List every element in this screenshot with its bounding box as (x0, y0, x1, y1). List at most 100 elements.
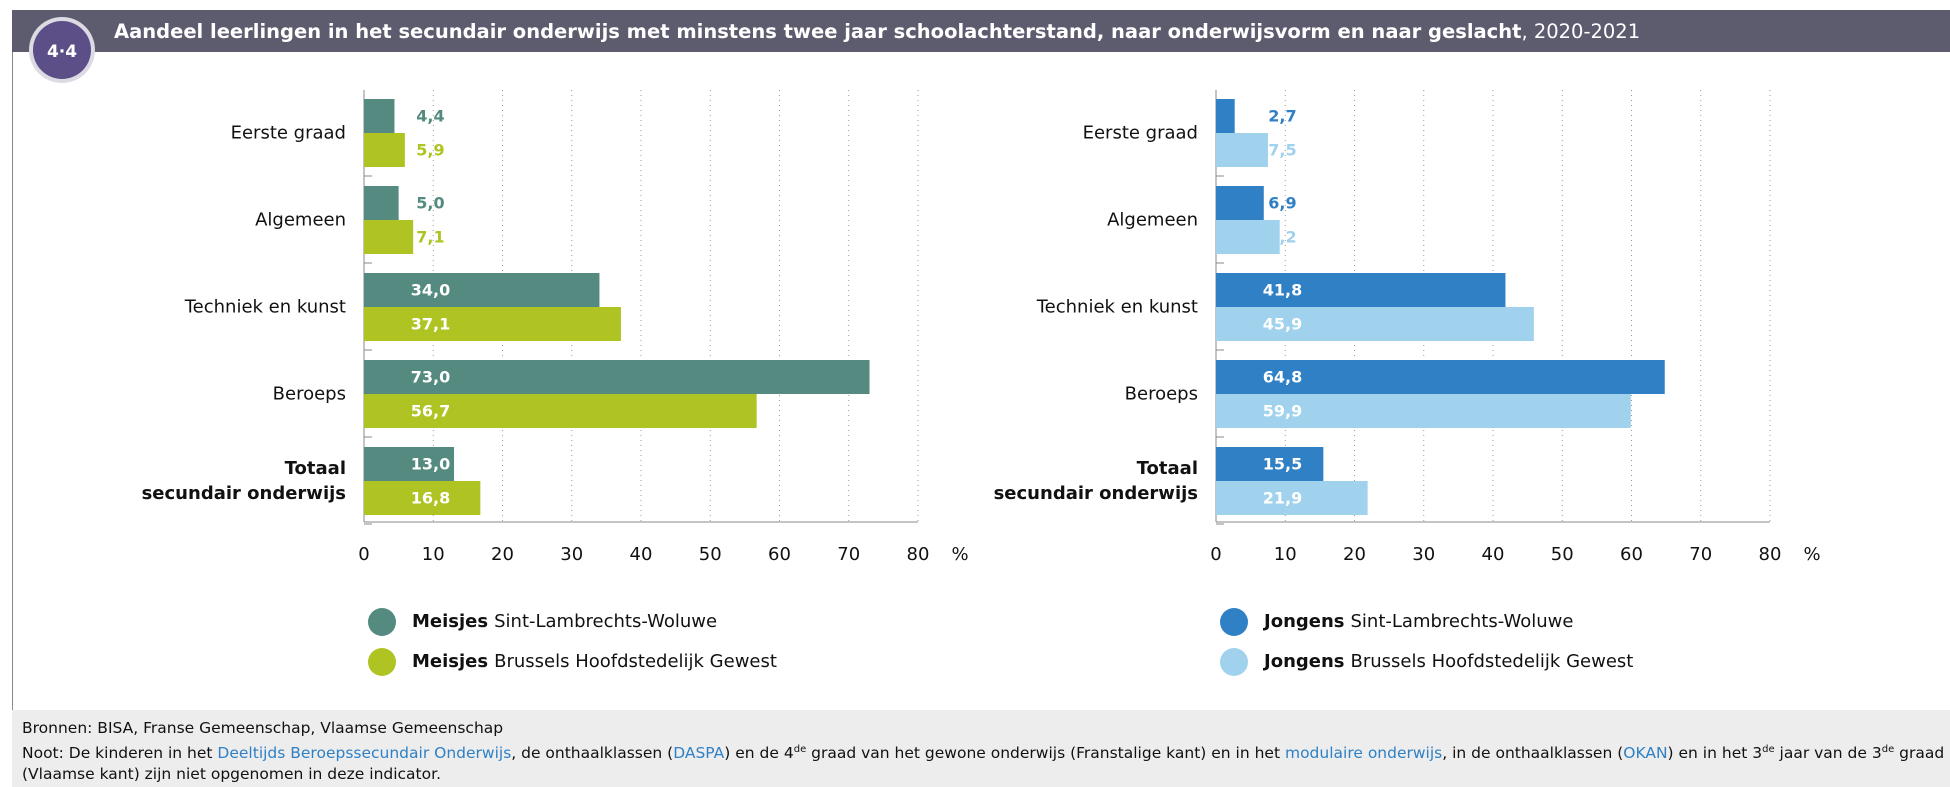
category-label: Eerste graad (230, 122, 346, 144)
x-tick-label: 30 (560, 544, 583, 565)
x-tick-label: 0 (1210, 544, 1221, 565)
category-label: Beroeps (272, 383, 346, 405)
note-text: graad (1894, 744, 1945, 763)
title-main: Aandeel leerlingen in het secundair onde… (114, 20, 1521, 43)
category-label: Beroeps (1124, 383, 1198, 405)
bar (364, 360, 870, 394)
legend-name: Sint-Lambrechts-Woluwe (1351, 611, 1574, 632)
legend-group: Meisjes (412, 611, 488, 632)
note: Noot: De kinderen in het Deeltijds Beroe… (22, 739, 1944, 764)
x-tick-label: 50 (699, 544, 722, 565)
sources: Bronnen: BISA, Franse Gemeenschap, Vlaam… (22, 719, 504, 737)
note-link: Deeltijds Beroepssecundair Onderwijs (217, 744, 512, 763)
value-label: 5,0 (416, 194, 444, 213)
legend-entry: Meisjes Brussels Hoofdstedelijk Gewest (412, 651, 777, 672)
value-label: 37,1 (411, 315, 450, 334)
bar (1216, 360, 1665, 394)
category-label: Totaal secundair onderwijs (141, 458, 346, 504)
legend-swatch (368, 608, 396, 636)
note-link: OKAN (1623, 744, 1668, 763)
legend-group: Jongens (1262, 611, 1345, 632)
header-band (12, 10, 1950, 52)
value-label: 13,0 (411, 455, 450, 474)
value-label: 7,1 (416, 228, 444, 247)
legend-swatch (368, 648, 396, 676)
value-label: 15,5 (1263, 455, 1302, 474)
bar (1216, 307, 1534, 341)
category-label: Techniek en kunst (184, 296, 346, 318)
note-text: ) en de 4 (724, 744, 794, 763)
note-text: Noot: De kinderen in het (22, 744, 218, 763)
x-tick-label: 30 (1412, 544, 1435, 565)
value-label: 73,0 (411, 368, 450, 387)
category-label: Totaal secundair onderwijs (993, 458, 1198, 504)
x-axis-label: % (951, 544, 968, 565)
x-tick-label: 70 (837, 544, 860, 565)
value-label: 5,9 (416, 141, 444, 160)
bar (1216, 481, 1368, 515)
note-line2: (Vlaamse kant) zijn niet opgenomen in de… (22, 765, 441, 784)
value-label: 34,0 (411, 281, 450, 300)
bar (1216, 133, 1268, 167)
value-label: 9,2 (1268, 228, 1296, 247)
value-label: 45,9 (1263, 315, 1302, 334)
value-label: 64,8 (1263, 368, 1302, 387)
note-sup: de (1762, 744, 1775, 755)
category-label: Eerste graad (1082, 122, 1198, 144)
legend-swatch (1220, 608, 1248, 636)
legend-swatch (1220, 648, 1248, 676)
legend-entry: Meisjes Sint-Lambrechts-Woluwe (412, 611, 717, 632)
value-label: 2,7 (1268, 107, 1296, 126)
legend-group: Jongens (1262, 651, 1345, 672)
legend-group: Meisjes (412, 651, 488, 672)
title-suffix: , 2020-2021 (1521, 20, 1640, 43)
bar (1216, 186, 1264, 220)
value-label: 56,7 (411, 402, 450, 421)
badge (33, 21, 91, 79)
note-sup: de (793, 744, 807, 755)
legend-entry: Jongens Sint-Lambrechts-Woluwe (1262, 611, 1573, 632)
note-text: , de onthaalklassen ( (511, 744, 674, 763)
bar (1216, 394, 1631, 428)
badge-label: 4·4 (47, 42, 77, 62)
x-tick-label: 10 (1274, 544, 1297, 565)
bar (364, 447, 455, 481)
legend-name: Brussels Hoofdstedelijk Gewest (494, 651, 777, 672)
value-label: 16,8 (411, 489, 450, 508)
legend-name: Sint-Lambrechts-Woluwe (494, 611, 717, 632)
footer: Bronnen: BISA, Franse Gemeenschap, Vlaam… (12, 710, 1950, 787)
bar (364, 220, 414, 254)
category-label: Algemeen (255, 209, 346, 231)
bar (364, 394, 757, 428)
bar (364, 133, 405, 167)
note-text: , in de onthaalklassen ( (1442, 744, 1624, 763)
value-label: 4,4 (416, 107, 444, 126)
x-tick-label: 60 (1620, 544, 1643, 565)
note-link: modulaire onderwijs (1284, 744, 1443, 763)
note-sup: de (1881, 744, 1895, 755)
value-label: 59,9 (1263, 402, 1302, 421)
x-tick-label: 0 (358, 544, 369, 565)
x-tick-label: 10 (422, 544, 445, 565)
note-text: graad van het gewone onderwijs (Franstal… (806, 744, 1285, 763)
bar (364, 99, 395, 133)
bar (1216, 273, 1506, 307)
category-label: Techniek en kunst (1036, 296, 1198, 318)
category-label: Algemeen (1107, 209, 1198, 231)
x-tick-label: 50 (1551, 544, 1574, 565)
x-tick-label: 80 (1759, 544, 1782, 565)
x-tick-label: 20 (1343, 544, 1366, 565)
value-label: 41,8 (1263, 281, 1302, 300)
note-text: jaar van de 3 (1774, 744, 1882, 763)
x-tick-label: 70 (1689, 544, 1712, 565)
x-tick-label: 20 (491, 544, 514, 565)
x-axis-label: % (1803, 544, 1820, 565)
x-tick-label: 80 (907, 544, 930, 565)
legend-name: Brussels Hoofdstedelijk Gewest (1351, 651, 1634, 672)
x-tick-label: 40 (630, 544, 653, 565)
legend-entry: Jongens Brussels Hoofdstedelijk Gewest (1262, 651, 1633, 672)
value-label: 7,5 (1268, 141, 1296, 160)
bar (1216, 220, 1280, 254)
